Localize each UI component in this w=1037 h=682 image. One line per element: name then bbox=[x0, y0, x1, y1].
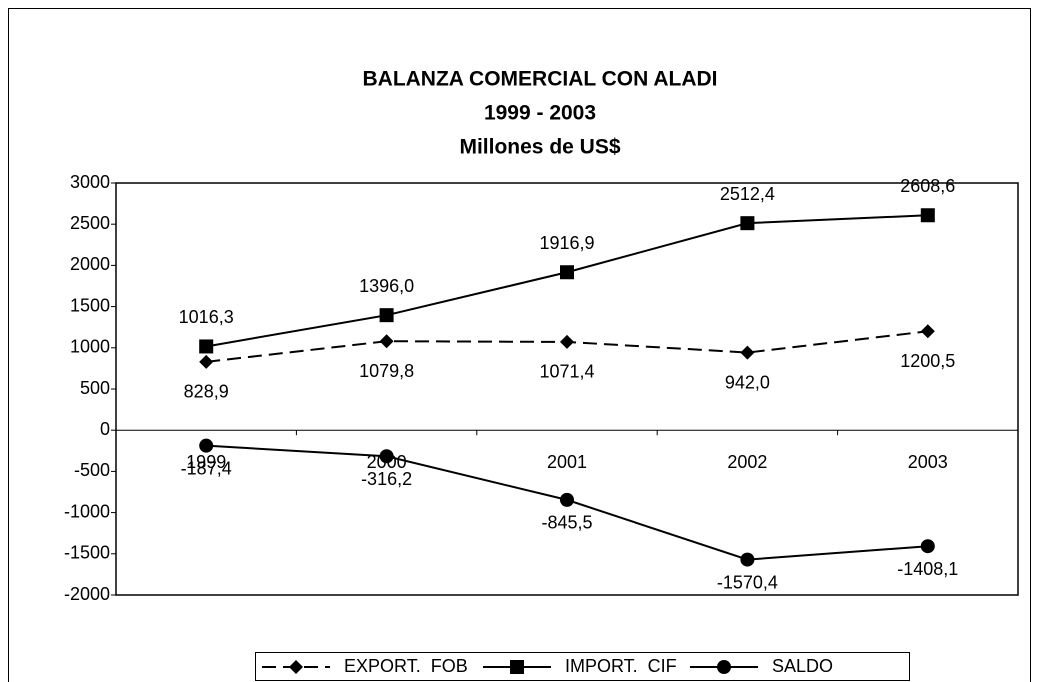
x-tick-label: 1999 bbox=[186, 452, 226, 472]
y-tick-label: -500 bbox=[74, 460, 110, 480]
y-tick-label: 2500 bbox=[70, 213, 110, 233]
chart-subtitle: 1999 - 2003 bbox=[484, 102, 596, 125]
marker bbox=[199, 354, 214, 369]
y-tick-label: 500 bbox=[80, 378, 110, 398]
y-tick-label: -1000 bbox=[64, 501, 110, 521]
frame bbox=[8, 8, 1031, 682]
marker bbox=[560, 265, 574, 280]
data-label: 1016,3 bbox=[179, 307, 234, 327]
data-label: -187,4 bbox=[181, 458, 232, 478]
data-label: 1071,4 bbox=[539, 362, 594, 382]
y-tick-label: 1500 bbox=[70, 295, 110, 315]
marker bbox=[510, 660, 524, 674]
data-label: 1916,9 bbox=[539, 233, 594, 253]
marker bbox=[379, 308, 394, 323]
marker bbox=[920, 539, 935, 554]
marker bbox=[740, 552, 755, 567]
data-label: 1396,0 bbox=[359, 276, 414, 296]
marker bbox=[379, 449, 394, 464]
data-label: 828,9 bbox=[184, 382, 229, 402]
data-label: -316,2 bbox=[361, 469, 412, 489]
x-tick-label: 2001 bbox=[547, 452, 587, 472]
y-tick-label: 3000 bbox=[70, 172, 110, 192]
chart-subtitle: Millones de US$ bbox=[459, 136, 620, 159]
legend-label: IMPORT. CIF bbox=[565, 656, 677, 676]
y-tick-label: 1000 bbox=[70, 337, 110, 357]
y-tick-label: -2000 bbox=[64, 584, 110, 604]
x-tick-label: 2003 bbox=[908, 452, 948, 472]
data-label: 1200,5 bbox=[900, 351, 955, 371]
data-label: 942,0 bbox=[725, 372, 770, 392]
x-tick-label: 2002 bbox=[727, 452, 767, 472]
y-tick-label: 2000 bbox=[70, 254, 110, 274]
legend-label: EXPORT. FOB bbox=[344, 656, 468, 676]
marker bbox=[560, 492, 574, 507]
marker bbox=[199, 438, 214, 453]
data-label: -1408,1 bbox=[897, 559, 958, 579]
marker bbox=[740, 216, 755, 231]
marker bbox=[920, 208, 935, 223]
marker bbox=[199, 339, 214, 354]
data-label: -1570,4 bbox=[717, 572, 778, 592]
y-tick-label: -1500 bbox=[64, 543, 110, 563]
legend bbox=[255, 652, 910, 681]
marker bbox=[560, 334, 574, 349]
marker bbox=[289, 660, 303, 674]
data-label: 1079,8 bbox=[359, 361, 414, 381]
data-label: 2512,4 bbox=[720, 184, 775, 204]
y-tick-label: 0 bbox=[100, 419, 110, 439]
data-label: -845,5 bbox=[541, 513, 592, 533]
marker bbox=[920, 324, 935, 339]
marker bbox=[717, 660, 731, 674]
chart-title: BALANZA COMERCIAL CON ALADI bbox=[362, 68, 717, 91]
marker bbox=[379, 334, 394, 349]
marker bbox=[740, 345, 755, 360]
legend-label: SALDO bbox=[772, 656, 833, 676]
data-label: 2608,6 bbox=[900, 176, 955, 196]
